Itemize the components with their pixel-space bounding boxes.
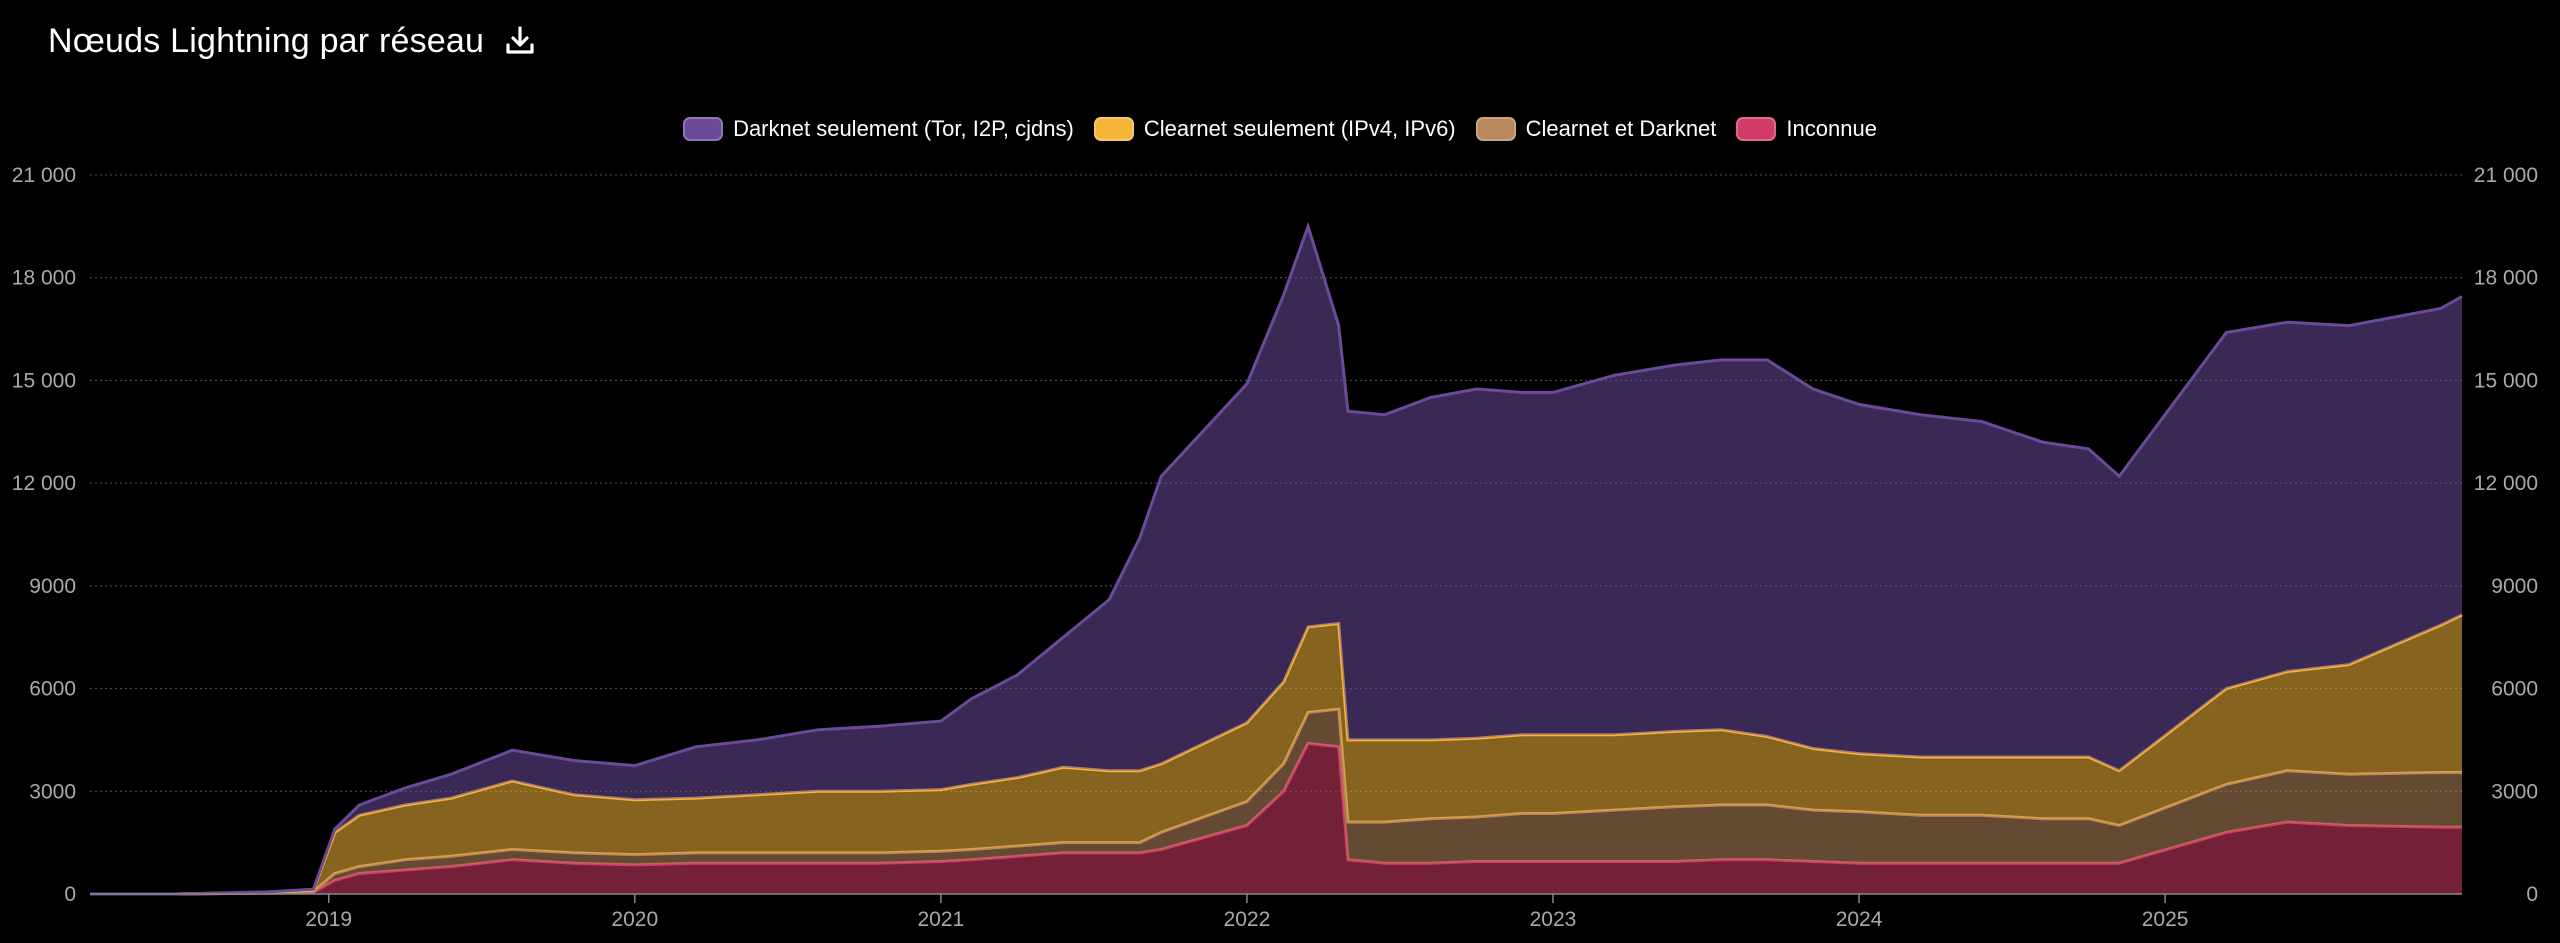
legend-swatch-clearnet xyxy=(1093,117,1134,141)
y-tick-label-right: 21 000 xyxy=(2474,164,2538,187)
legend-swatch-both xyxy=(1475,117,1516,141)
x-tick-label: 2020 xyxy=(611,908,658,931)
legend-item-both[interactable]: Clearnet et Darknet xyxy=(1475,116,1717,142)
series-line-darknet xyxy=(90,221,2463,896)
axis-layer: 0 0 3000 3000 6000 6000 9000 9000 12 000 12 000 15… xyxy=(12,164,2538,931)
area-both xyxy=(90,709,2462,894)
y-tick-label-right: 15 000 xyxy=(2474,369,2538,392)
x-tick-label: 2019 xyxy=(305,908,352,931)
y-tick-label-right: 12 000 xyxy=(2474,472,2538,495)
chart-legend: Darknet seulement (Tor, I2P, cjdns) Clea… xyxy=(0,116,2560,142)
y-tick-label-left: 9000 xyxy=(29,575,76,598)
y-tick-label-right: 6000 xyxy=(2491,678,2538,701)
y-tick-label-left: 3000 xyxy=(29,780,76,803)
x-tick-label: 2024 xyxy=(1836,908,1883,931)
area-darknet xyxy=(90,226,2462,894)
y-tick-label-left: 18 000 xyxy=(12,267,76,290)
area-clearnet xyxy=(90,615,2462,894)
download-icon[interactable] xyxy=(502,23,538,59)
x-tick-label: 2023 xyxy=(1530,908,1577,931)
legend-label-darknet: Darknet seulement (Tor, I2P, cjdns) xyxy=(733,116,1074,141)
x-tick-label: 2022 xyxy=(1224,908,1271,931)
y-tick-label-right: 3000 xyxy=(2491,780,2538,803)
y-tick-label-right: 18 000 xyxy=(2474,267,2538,290)
legend-item-darknet[interactable]: Darknet seulement (Tor, I2P, cjdns) xyxy=(683,116,1074,142)
chart-header: Nœuds Lightning par réseau xyxy=(48,18,538,64)
x-tick-label: 2025 xyxy=(2142,908,2189,931)
y-tick-label-left: 0 xyxy=(64,883,76,906)
y-tick-label-left: 21 000 xyxy=(12,164,76,187)
legend-label-clearnet: Clearnet seulement (IPv4, IPv6) xyxy=(1143,116,1456,141)
chart-title: Nœuds Lightning par réseau xyxy=(48,21,485,60)
area-layer xyxy=(90,221,2463,896)
x-tick-label: 2021 xyxy=(918,908,965,931)
legend-label-both: Clearnet et Darknet xyxy=(1525,116,1717,141)
legend-swatch-unknown xyxy=(1736,117,1777,141)
legend-item-clearnet[interactable]: Clearnet seulement (IPv4, IPv6) xyxy=(1093,116,1456,142)
y-tick-label-left: 12 000 xyxy=(12,472,76,495)
y-tick-label-right: 9000 xyxy=(2491,575,2538,598)
legend-item-unknown[interactable]: Inconnue xyxy=(1736,116,1877,142)
y-tick-label-left: 15 000 xyxy=(12,369,76,392)
legend-label-unknown: Inconnue xyxy=(1786,116,1877,141)
area-unknown xyxy=(90,743,2462,894)
y-tick-label-right: 0 xyxy=(2526,883,2538,906)
y-tick-label-left: 6000 xyxy=(29,678,76,701)
legend-swatch-darknet xyxy=(683,117,724,141)
